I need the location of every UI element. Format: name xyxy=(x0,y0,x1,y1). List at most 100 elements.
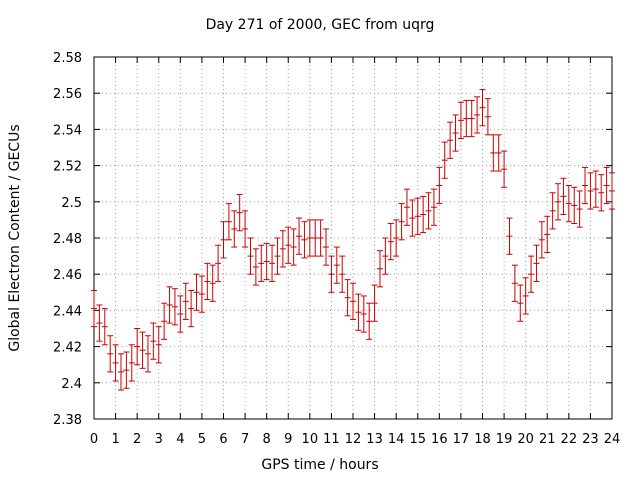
tick-labels: 0 1 2 3 4 5 6 7 8 9 10 11 12 13 14 15 16 17 18 19 20 21 22 23 24… xyxy=(53,51,620,447)
data-point xyxy=(128,344,135,382)
data-point xyxy=(420,195,427,234)
data-point xyxy=(193,273,200,311)
x-tick-label: 23 xyxy=(582,432,599,447)
data-point xyxy=(150,322,157,360)
data-point xyxy=(522,277,529,315)
x-tick-label: 4 xyxy=(176,432,184,447)
data-point xyxy=(225,203,232,241)
data-point xyxy=(366,302,373,340)
data-point xyxy=(549,192,556,230)
y-tick-label: 2.48 xyxy=(53,232,82,247)
data-point xyxy=(403,188,410,226)
data-point xyxy=(463,99,470,138)
data-point xyxy=(441,141,448,179)
data-point xyxy=(360,295,367,333)
y-tick-label: 2.46 xyxy=(53,268,82,283)
data-point xyxy=(457,101,464,139)
data-point xyxy=(107,335,114,373)
data-point xyxy=(474,96,481,134)
x-tick-label: 24 xyxy=(604,432,621,447)
data-point xyxy=(139,331,146,369)
x-tick-label: 7 xyxy=(241,432,249,447)
y-tick-label: 2.5 xyxy=(61,196,82,211)
data-point xyxy=(571,186,578,225)
data-point xyxy=(484,98,491,136)
x-tick-label: 17 xyxy=(453,432,470,447)
data-point xyxy=(188,289,195,328)
data-point xyxy=(306,219,313,257)
data-point xyxy=(430,188,437,226)
data-point xyxy=(339,255,346,293)
data-point xyxy=(231,210,238,248)
data-point xyxy=(247,237,254,275)
data-point xyxy=(269,244,276,282)
data-point xyxy=(517,284,524,322)
data-point xyxy=(258,244,265,282)
x-tick-label: 20 xyxy=(517,432,534,447)
data-point xyxy=(209,264,216,302)
axes xyxy=(93,56,613,420)
data-point xyxy=(296,217,303,255)
data-point xyxy=(274,237,281,275)
data-point xyxy=(560,177,567,215)
data-point xyxy=(91,289,97,328)
data-point xyxy=(279,230,286,268)
data-point xyxy=(177,295,184,333)
data-point xyxy=(317,219,324,257)
x-tick-label: 14 xyxy=(388,432,405,447)
data-point xyxy=(161,302,168,340)
data-point xyxy=(355,293,362,331)
data-point xyxy=(96,304,103,342)
data-point xyxy=(333,246,340,284)
data-point xyxy=(398,203,405,241)
data-point xyxy=(533,244,540,282)
data-point xyxy=(350,282,356,320)
data-point xyxy=(171,288,178,326)
x-tick-label: 5 xyxy=(198,432,206,447)
data-point xyxy=(285,226,292,264)
data-point xyxy=(598,174,605,212)
data-point xyxy=(555,183,562,221)
x-tick-label: 9 xyxy=(284,432,292,447)
data-point xyxy=(323,228,330,266)
data-point xyxy=(204,262,211,301)
data-point xyxy=(376,250,383,288)
data-point xyxy=(436,166,443,205)
data-point xyxy=(576,190,583,228)
data-point xyxy=(490,134,497,172)
data-point xyxy=(544,215,551,253)
data-point xyxy=(344,279,351,317)
grid-lines xyxy=(94,57,612,419)
data-point xyxy=(528,255,535,293)
y-tick-label: 2.4 xyxy=(61,377,82,392)
data-point xyxy=(447,121,454,159)
data-point xyxy=(252,248,259,286)
data-point xyxy=(236,194,243,232)
data-point xyxy=(582,166,589,205)
data-point xyxy=(603,166,610,205)
x-tick-label: 8 xyxy=(263,432,271,447)
x-tick-label: 19 xyxy=(496,432,513,447)
data-point xyxy=(387,223,394,261)
x-tick-label: 10 xyxy=(302,432,319,447)
x-tick-label: 0 xyxy=(90,432,98,447)
data-point xyxy=(123,351,130,389)
x-tick-label: 13 xyxy=(366,432,383,447)
y-tick-label: 2.52 xyxy=(53,160,82,175)
y-tick-label: 2.54 xyxy=(53,123,82,138)
y-tick-label: 2.56 xyxy=(53,87,82,102)
x-axis-label: GPS time / hours xyxy=(261,457,379,473)
data-point xyxy=(393,219,400,257)
data-point xyxy=(112,344,119,382)
data-point xyxy=(382,237,389,275)
data-point xyxy=(166,286,173,324)
x-tick-label: 18 xyxy=(474,432,491,447)
x-tick-label: 16 xyxy=(431,432,448,447)
chart-title: Day 271 of 2000, GEC from uqrg xyxy=(205,17,435,33)
data-point xyxy=(312,219,319,257)
data-point xyxy=(479,89,486,127)
x-tick-label: 21 xyxy=(539,432,556,447)
x-tick-label: 12 xyxy=(345,432,362,447)
data-point xyxy=(242,210,249,248)
